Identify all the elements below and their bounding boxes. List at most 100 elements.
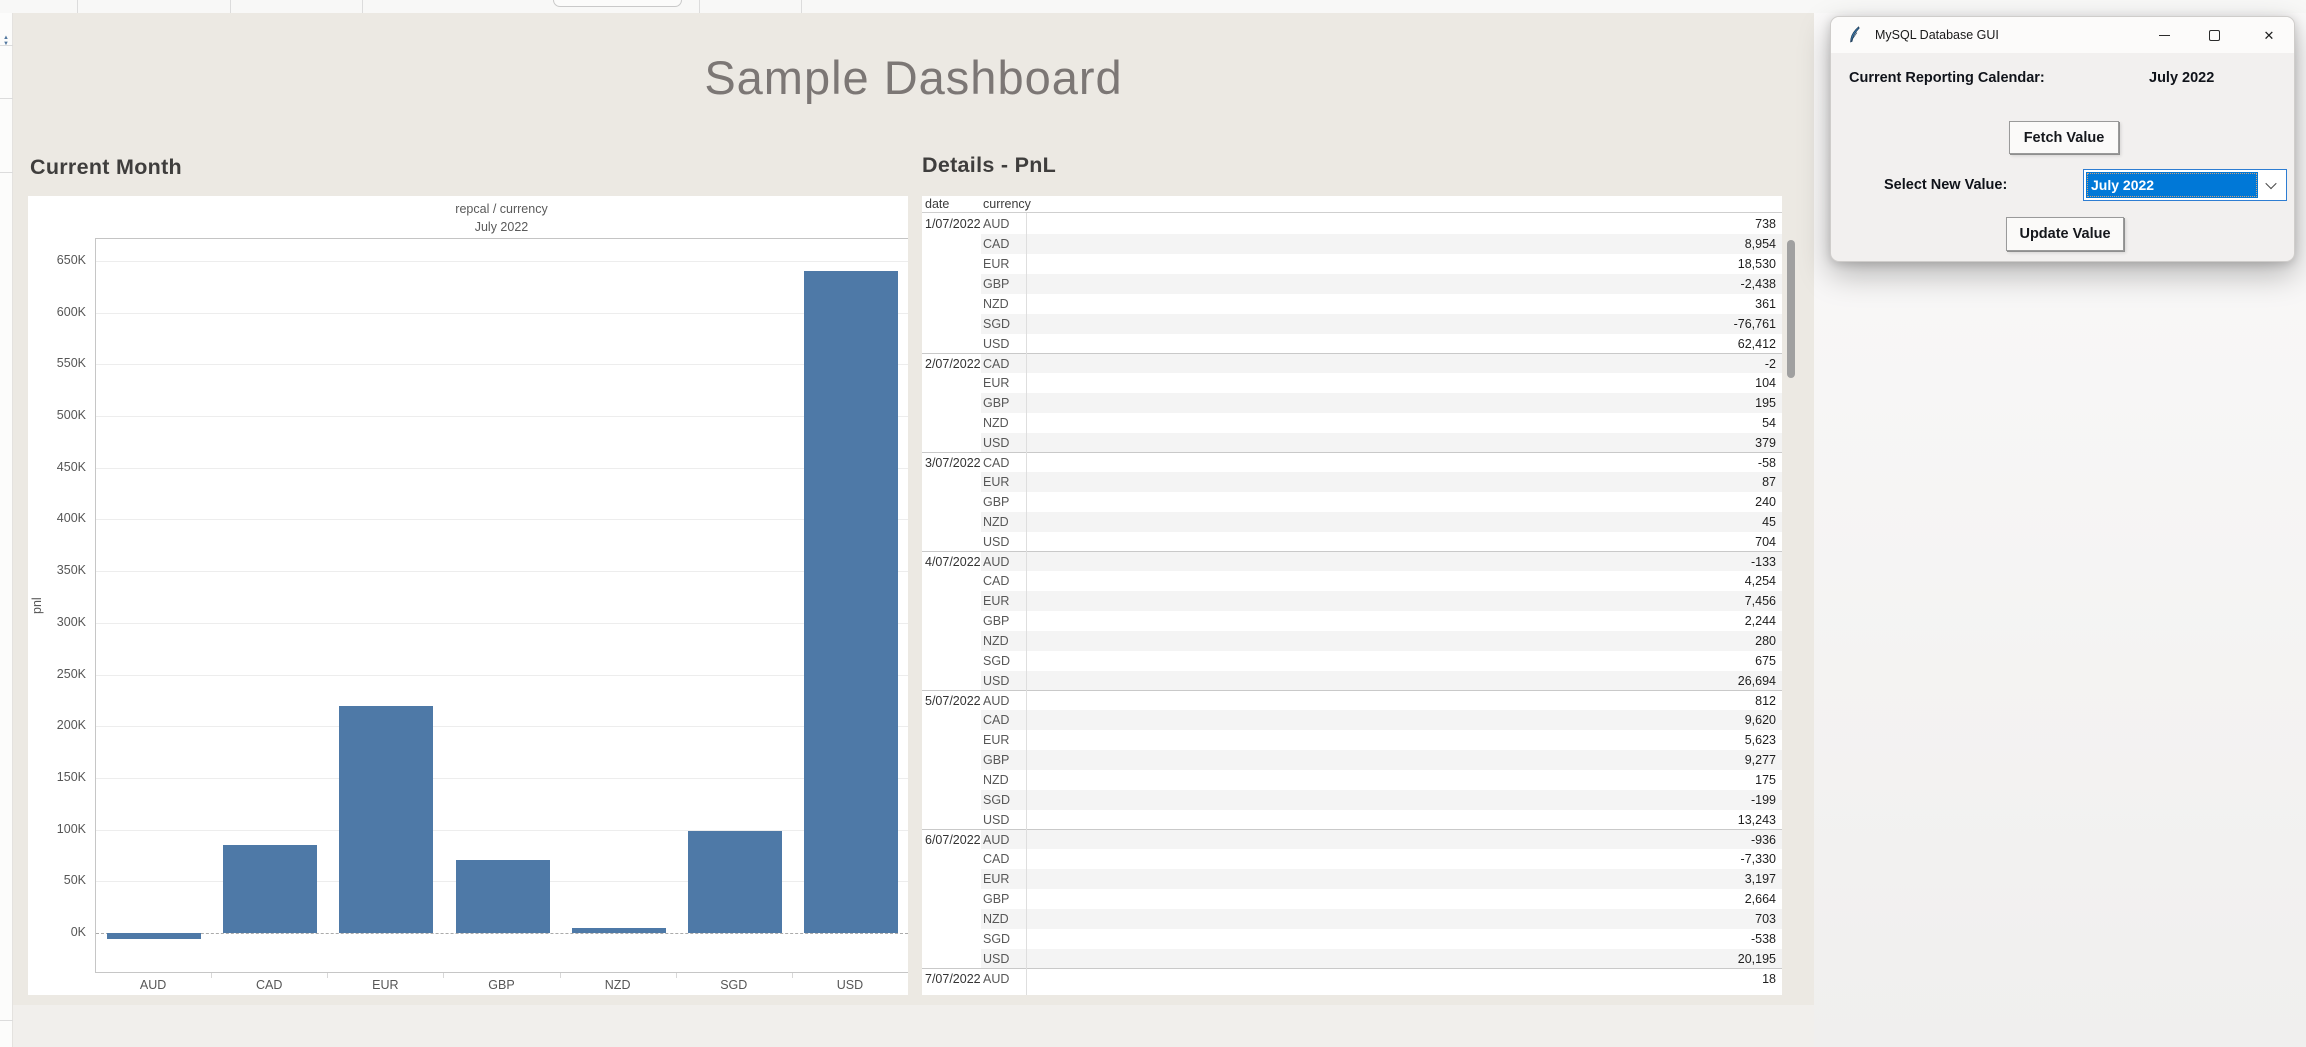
bar-sgd[interactable] — [687, 830, 782, 933]
table-row[interactable]: USD 13,243 — [922, 810, 1782, 830]
table-row[interactable]: GBP 9,277 — [922, 750, 1782, 770]
bar-eur[interactable] — [339, 705, 434, 933]
cell-date — [922, 651, 981, 671]
combobox-dropdown-button[interactable] — [2258, 172, 2284, 198]
cell-currency: EUR — [983, 733, 1010, 747]
toolbar-divider — [230, 0, 231, 13]
left-strip-divider — [0, 172, 13, 173]
cell-currency: GBP — [983, 892, 1010, 906]
table-row[interactable]: CAD 9,620 — [922, 710, 1782, 730]
cell-pnl-value: 703 — [1755, 912, 1776, 926]
cell-currency: NZD — [983, 912, 1009, 926]
cell-date: 7/07/2022 — [925, 972, 981, 986]
table-row[interactable]: CAD -7,330 — [922, 849, 1782, 869]
close-button[interactable]: ✕ — [2254, 21, 2284, 49]
table-row[interactable]: NZD 280 — [922, 631, 1782, 651]
table-row[interactable]: 3/07/2022 CAD -58 — [922, 452, 1782, 472]
table-row[interactable]: 4/07/2022 AUD -133 — [922, 551, 1782, 571]
table-row[interactable]: USD 62,412 — [922, 334, 1782, 354]
update-value-button[interactable]: Update Value — [2006, 217, 2124, 251]
table-row[interactable]: 2/07/2022 CAD -2 — [922, 353, 1782, 373]
top-toolbar-strip — [0, 0, 2306, 13]
table-row[interactable]: EUR 5,623 — [922, 730, 1782, 750]
table-row[interactable]: NZD 45 — [922, 512, 1782, 532]
table-row[interactable]: SGD -199 — [922, 790, 1782, 810]
gridline — [96, 674, 908, 676]
bar-cad[interactable] — [223, 845, 318, 933]
select-new-value-combobox[interactable]: July 2022 — [2083, 169, 2287, 201]
table-row[interactable]: EUR 104 — [922, 373, 1782, 393]
table-row[interactable]: NZD 175 — [922, 770, 1782, 790]
table-row[interactable]: 5/07/2022 AUD 812 — [922, 690, 1782, 710]
table-row[interactable]: EUR 7,456 — [922, 591, 1782, 611]
x-tick-label: CAD — [256, 978, 283, 992]
cell-currency: NZD — [983, 773, 1009, 787]
cell-currency: GBP — [983, 753, 1010, 767]
table-row[interactable]: CAD 4,254 — [922, 571, 1782, 591]
y-tick-label: 250K — [56, 666, 86, 681]
cell-date — [922, 611, 981, 631]
table-row[interactable]: USD 379 — [922, 433, 1782, 453]
table-row[interactable]: 6/07/2022 AUD -936 — [922, 829, 1782, 849]
table-row[interactable]: GBP 240 — [922, 492, 1782, 512]
table-row[interactable]: SGD -538 — [922, 929, 1782, 949]
bar-aud[interactable] — [107, 933, 202, 940]
table-row[interactable]: GBP 2,244 — [922, 611, 1782, 631]
cell-date — [922, 532, 981, 552]
table-row[interactable]: EUR 18,530 — [922, 254, 1782, 274]
table-row[interactable]: SGD 675 — [922, 651, 1782, 671]
window-titlebar[interactable]: MySQL Database GUI ✕ — [1831, 17, 2294, 53]
cell-pnl-value: 5,623 — [1744, 733, 1776, 747]
cell-date — [922, 314, 981, 334]
toolbar-divider — [362, 0, 363, 13]
cell-pnl-value: 675 — [1755, 654, 1776, 668]
table-row[interactable]: NZD 54 — [922, 413, 1782, 433]
vertical-scrollbar-thumb[interactable] — [1787, 240, 1795, 378]
select-new-value-label: Select New Value: — [1884, 177, 2008, 193]
column-header-date: date — [925, 197, 950, 211]
left-strip-divider — [0, 45, 13, 46]
x-tick-label: NZD — [604, 978, 631, 992]
table-row[interactable]: 7/07/2022 AUD 18 — [922, 968, 1782, 988]
cell-currency: AUD — [983, 833, 1010, 847]
combobox-selected-value[interactable]: July 2022 — [2086, 172, 2258, 198]
bar-gbp[interactable] — [455, 859, 550, 933]
table-row[interactable]: GBP -2,438 — [922, 274, 1782, 294]
cell-currency: USD — [983, 813, 1010, 827]
cell-pnl-value: 738 — [1755, 217, 1776, 231]
cell-pnl-value: 240 — [1755, 495, 1776, 509]
table-row[interactable]: EUR 3,197 — [922, 869, 1782, 889]
cell-pnl-value: -76,761 — [1733, 317, 1776, 331]
table-row[interactable]: GBP 195 — [922, 393, 1782, 413]
chevron-down-icon — [2265, 177, 2277, 190]
cell-currency: CAD — [983, 357, 1010, 371]
bar-usd[interactable] — [803, 271, 898, 933]
y-tick-label: 650K — [56, 252, 86, 267]
table-row[interactable]: EUR 87 — [922, 472, 1782, 492]
cell-pnl-value: 2,244 — [1744, 614, 1776, 628]
cell-currency: USD — [983, 674, 1010, 688]
y-tick-label: 150K — [56, 769, 86, 784]
table-row[interactable]: 1/07/2022 AUD 738 — [922, 214, 1782, 234]
table-row[interactable]: CAD 8,954 — [922, 234, 1782, 254]
cell-date — [922, 929, 981, 949]
table-row[interactable]: NZD 361 — [922, 294, 1782, 314]
maximize-button[interactable] — [2199, 21, 2229, 49]
cell-date — [922, 571, 981, 591]
chart-section-title: Current Month — [30, 155, 182, 179]
table-row[interactable]: NZD 703 — [922, 909, 1782, 929]
table-row[interactable]: USD 26,694 — [922, 671, 1782, 691]
fetch-value-button[interactable]: Fetch Value — [2009, 121, 2119, 154]
bar-nzd[interactable] — [571, 927, 666, 933]
table-row[interactable]: USD 704 — [922, 532, 1782, 552]
table-row[interactable]: GBP 2,664 — [922, 889, 1782, 909]
cell-currency: CAD — [983, 574, 1010, 588]
x-tick-label: USD — [836, 978, 864, 992]
cell-pnl-value: 20,195 — [1737, 952, 1776, 966]
table-row[interactable]: USD 20,195 — [922, 949, 1782, 969]
cell-currency: USD — [983, 436, 1010, 450]
cell-date — [922, 810, 981, 830]
cell-pnl-value: 812 — [1755, 694, 1776, 708]
table-row[interactable]: SGD -76,761 — [922, 314, 1782, 334]
minimize-button[interactable] — [2149, 21, 2179, 49]
